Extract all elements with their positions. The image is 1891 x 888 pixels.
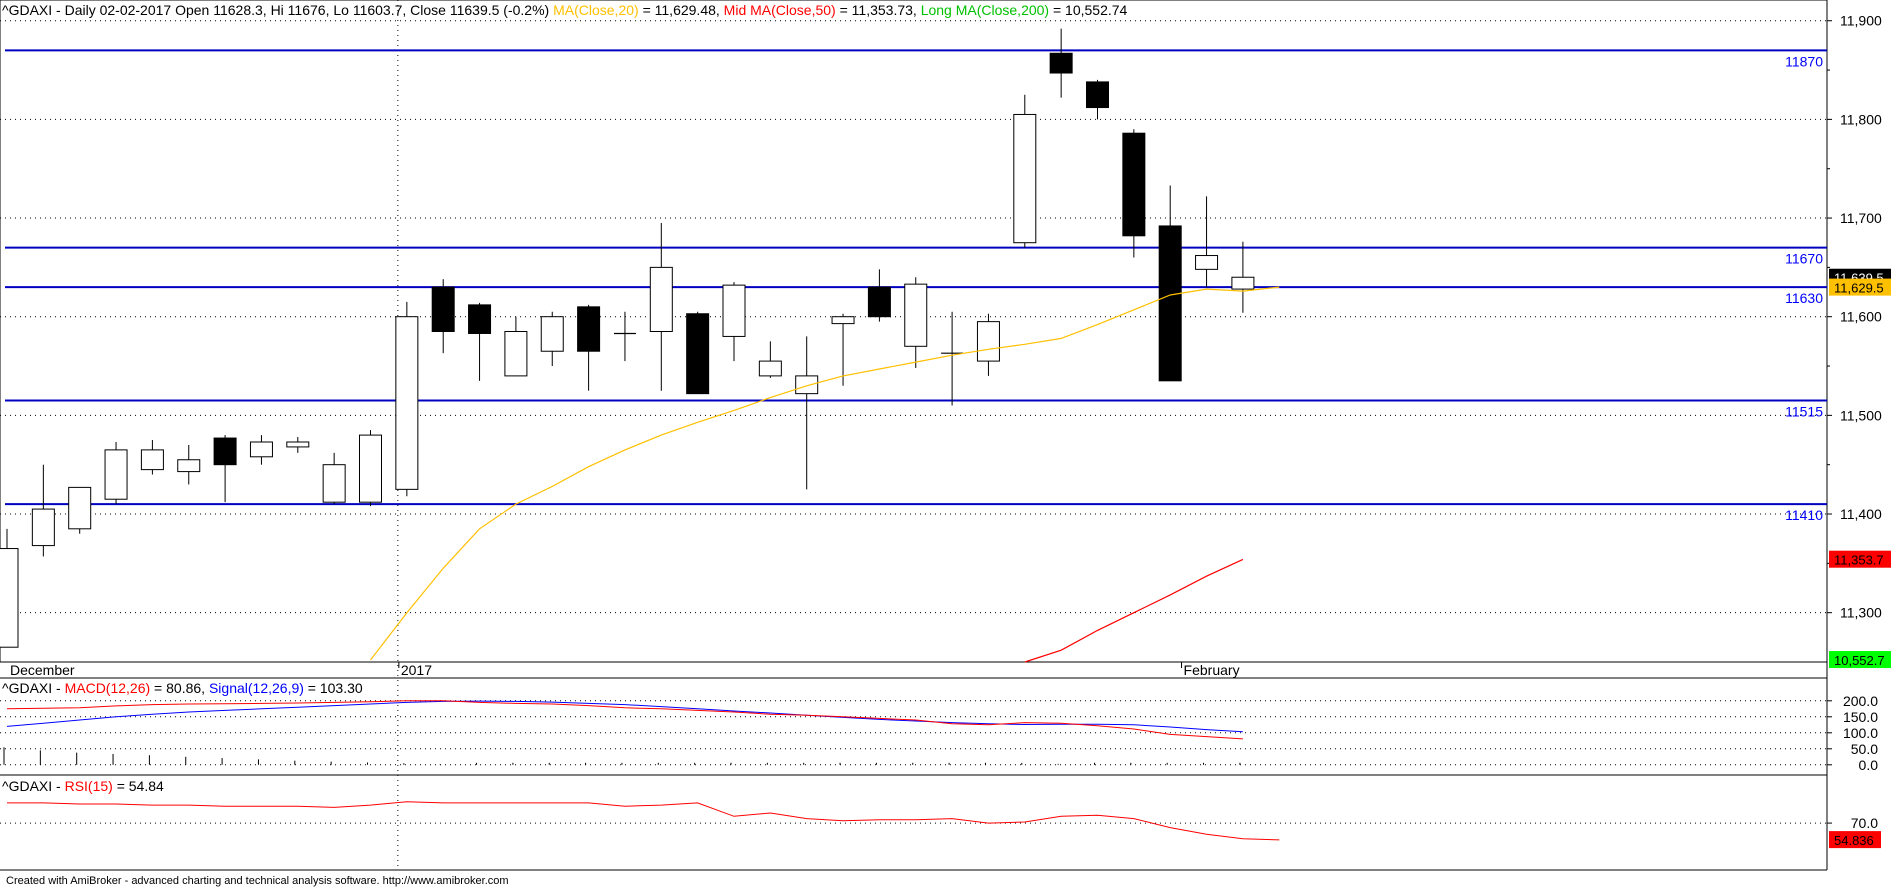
candle-up[interactable] <box>286 441 310 448</box>
price-marker-box <box>1829 278 1891 296</box>
candle-up[interactable] <box>1231 276 1255 290</box>
level-label-11410: 11410 <box>1785 507 1823 523</box>
candle-up[interactable] <box>504 331 528 377</box>
candle-down[interactable] <box>867 286 891 318</box>
header-ma200-label: Long MA(Close,200) <box>921 2 1049 18</box>
header-summary: - Daily 02-02-2017 Open 11628.3, Hi 1167… <box>52 2 553 18</box>
rsi-line <box>7 801 1280 841</box>
candle-up[interactable] <box>249 441 273 458</box>
ma20-line <box>370 286 1280 661</box>
header-ma20-label: MA(Close,20) <box>553 2 639 18</box>
level-label-11670: 11670 <box>1785 251 1823 267</box>
candle-down[interactable] <box>213 437 237 466</box>
candle-up[interactable] <box>140 449 164 471</box>
candle-up[interactable] <box>722 284 746 337</box>
candle-up[interactable] <box>1013 113 1037 244</box>
price-marker-box <box>1829 550 1891 568</box>
macd-axis-label: 100.0 <box>1843 725 1878 741</box>
ma50-line <box>1024 558 1244 663</box>
price-axis-label: 11,800 <box>1840 111 1882 127</box>
header-symbol: ^GDAXI <box>2 2 52 18</box>
rsi-header: ^GDAXI - RSI(15) = 54.84 <box>2 778 164 794</box>
price-axis-label: 11,900 <box>1840 13 1882 29</box>
candle-down[interactable] <box>468 304 492 334</box>
candle-up[interactable] <box>395 316 419 490</box>
macd-header-value: = 80.86, <box>150 680 209 696</box>
macd-header-label: MACD(12,26) <box>65 680 151 696</box>
candle-up[interactable] <box>68 486 92 530</box>
price-axis-label: 11,300 <box>1840 605 1882 621</box>
candle-down[interactable] <box>1086 81 1109 109</box>
price-axis-label: 11,400 <box>1840 506 1882 522</box>
candle-down[interactable] <box>1049 52 1073 74</box>
rsi-header-label: RSI(15) <box>65 778 113 794</box>
candle-up[interactable] <box>540 316 564 352</box>
candle-up[interactable] <box>177 459 201 473</box>
candle-up[interactable] <box>0 548 19 648</box>
candle-up[interactable] <box>104 449 128 500</box>
rsi-header-value: = 54.84 <box>113 778 164 794</box>
macd-axis-label: 200.0 <box>1843 693 1878 709</box>
candle-down[interactable] <box>431 286 455 333</box>
macd-axis-label: 50.0 <box>1851 741 1878 757</box>
candle-up[interactable] <box>904 283 928 347</box>
price-marker-label: 10,552.7 <box>1834 653 1885 668</box>
candle-up[interactable] <box>795 375 819 395</box>
signal-header-label: Signal(12,26,9) <box>209 680 304 696</box>
price-axis-label: 11,500 <box>1840 407 1882 423</box>
rsi-axis-label: 70.0 <box>1851 815 1878 831</box>
candle-down[interactable] <box>1158 225 1182 382</box>
candle-down[interactable] <box>1122 132 1146 237</box>
signal-line <box>6 700 1243 733</box>
candle-up[interactable] <box>322 464 346 503</box>
level-label-11870: 11870 <box>1785 53 1823 69</box>
candle-up[interactable] <box>831 316 855 325</box>
level-label-11515: 11515 <box>1785 404 1823 420</box>
candle-up[interactable] <box>758 360 782 377</box>
header-ma50-label: Mid MA(Close,50) <box>724 2 836 18</box>
price-marker-label: 11,629.5 <box>1834 281 1884 296</box>
macd-axis-label: 0.0 <box>1859 757 1879 773</box>
price-header: ^GDAXI - Daily 02-02-2017 Open 11628.3, … <box>2 2 1128 18</box>
macd-line <box>6 700 1243 740</box>
price-marker-label: 11,353.7 <box>1834 553 1884 568</box>
header-ma50-value: = 11,353.73, <box>836 2 921 18</box>
rsi-marker-label: 54.836 <box>1834 833 1874 848</box>
price-marker-box <box>1829 651 1891 669</box>
rsi-header-prefix: ^GDAXI - <box>2 778 65 794</box>
candle-up[interactable] <box>976 321 1000 362</box>
candle-up[interactable] <box>1195 255 1219 270</box>
level-label-11630: 11630 <box>1785 290 1823 306</box>
price-axis-label: 11,600 <box>1840 309 1882 325</box>
candle-up[interactable] <box>649 266 673 333</box>
x-axis-label: February <box>1184 662 1240 678</box>
x-axis-label: 2017 <box>401 662 432 678</box>
candle-up[interactable] <box>359 434 382 503</box>
footer-credit: Created with AmiBroker - advanced charti… <box>6 875 509 887</box>
price-panel: 11870 11670 11630 11515 11410 11,300 11,400 11… <box>0 0 1891 870</box>
rsi-panel: 70.0 54.836 ^GDAXI - RSI(15) = 54.84 <box>0 774 1881 871</box>
candle-down[interactable] <box>577 306 601 352</box>
signal-header-value: = 103.30 <box>304 680 363 696</box>
macd-axis-label: 150.0 <box>1843 709 1878 725</box>
rsi-marker-box <box>1829 831 1881 849</box>
x-axis-label: December <box>10 662 75 678</box>
macd-header-prefix: ^GDAXI - <box>2 680 65 696</box>
candle-down[interactable] <box>686 313 710 395</box>
macd-header: ^GDAXI - MACD(12,26) = 80.86, Signal(12,… <box>2 680 363 696</box>
candle-up[interactable] <box>31 508 55 547</box>
price-axis-label: 11,700 <box>1840 210 1882 226</box>
header-ma20-value: = 11,629.48, <box>639 2 724 18</box>
header-ma200-value: = 10,552.74 <box>1049 2 1127 18</box>
